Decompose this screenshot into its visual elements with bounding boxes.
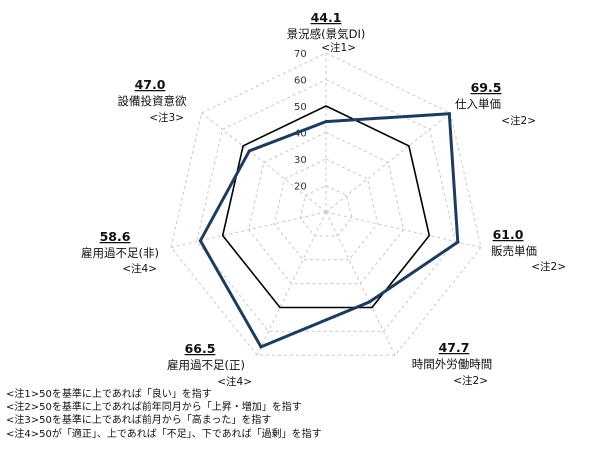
axis-value-4: 66.5 [185,341,216,356]
spoke-4 [256,211,327,356]
spoke-6 [201,112,327,213]
series-polygon [198,112,460,349]
spoke-3 [325,211,396,356]
axis-note-4: <注4> [217,375,252,388]
data-point-0 [324,120,328,124]
axis-value-5: 58.6 [100,229,131,244]
axis-note-6: <注3> [149,111,184,124]
axis-note-2: <注2> [531,260,566,273]
axis-label-3: 時間外労働時間 [412,357,493,371]
footnote-2: <注2>50を基準に上であれば前年同月から「上昇・増加」を指す [6,402,302,414]
axis-label-0: 景況感(景気DI) [287,27,366,41]
axis-label-4: 雇用過不足(正) [167,358,245,372]
axis-value-6: 47.0 [135,77,166,92]
axis-note-1: <注2> [501,114,536,127]
tick-label-30: 30 [294,155,307,166]
spoke-1 [325,112,451,213]
data-point-4 [259,345,263,349]
tick-label-70: 70 [294,49,307,60]
reference-polygon [221,105,431,309]
tick-label-40: 40 [294,129,307,140]
footnotes: <注1>50を基準に上であれば「良い」を指す <注2>50を基準に上であれば前年… [6,388,322,441]
data-point-3 [367,300,371,304]
axis-label-1: 仕入単価 [455,97,501,111]
footnote-4: <注4>50が「適正」、上であれば「不足」、下であれば「過剰」を指す [6,428,322,440]
grid-ring-70 [170,52,482,356]
axis-value-3: 47.7 [439,340,470,355]
footnote-3: <注3>50を基準に上であれば前月から「高まった」を指す [6,415,272,427]
axis-note-3: <注2> [453,374,488,387]
tick-label-20: 20 [294,182,307,193]
axis-value-1: 69.5 [471,80,502,95]
axis-label-2: 販売単価 [491,244,537,258]
axis-value-2: 61.0 [493,227,524,242]
data-point-5 [198,239,202,243]
tick-label-50: 50 [294,102,307,113]
axis-note-0: <注1> [321,41,356,54]
axis-label-5: 雇用過不足(非) [81,246,159,260]
grid-ring-20 [299,184,353,237]
axis-value-0: 44.1 [311,10,342,25]
data-point-1 [447,112,451,116]
data-point-6 [247,149,251,153]
spoke-5 [170,211,327,248]
spoke-2 [325,211,482,248]
grid-ring-60 [196,78,456,332]
tick-label-60: 60 [294,76,307,87]
footnote-1: <注1>50を基準に上であれば「良い」を指す [6,389,212,400]
data-point-2 [456,240,460,244]
axis-label-6: 設備投資意欲 [118,94,187,108]
axis-note-5: <注4> [122,262,157,275]
grid-ring-40 [247,131,405,285]
